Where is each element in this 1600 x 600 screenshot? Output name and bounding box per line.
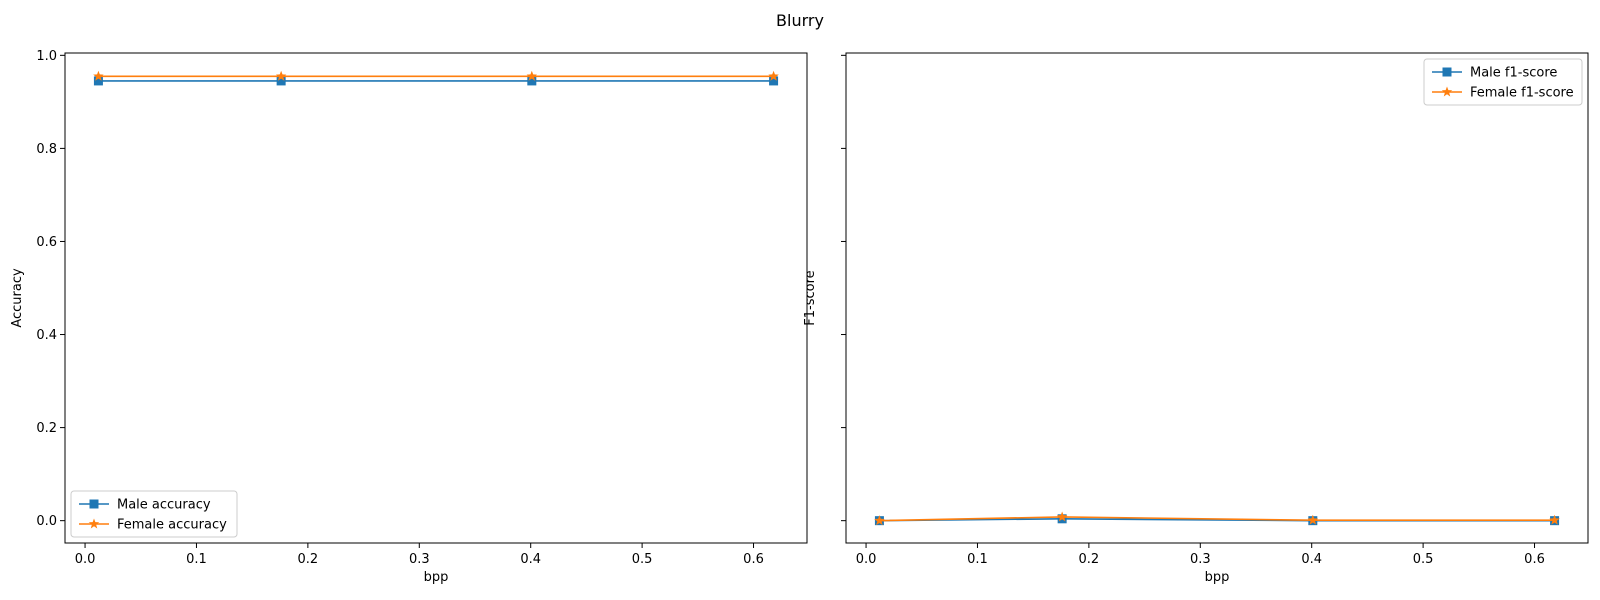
- chart-panel-f1-score: 0.0 0.1 0.2 0.3 0.4 0.5 0.6 bpp F1-score Male f1-…: [803, 52, 1589, 585]
- figure-suptitle: Blurry: [776, 11, 824, 30]
- legend-marker: [1441, 86, 1453, 97]
- y-tick-label: 0.0: [36, 514, 57, 529]
- data-point: [874, 515, 885, 526]
- y-tick-label: 0.4: [36, 328, 57, 343]
- y-tick-label: 0.2: [36, 421, 57, 436]
- legend-label: Male f1-score: [1470, 66, 1557, 81]
- x-tick-label: 0.2: [1079, 552, 1100, 567]
- x-tick-label: 0.0: [75, 552, 96, 567]
- plot-frame: [845, 52, 1589, 544]
- x-tick-label: 0.1: [967, 552, 988, 567]
- legend-box: [1423, 58, 1583, 106]
- data-point: [93, 76, 103, 86]
- x-tick-label: 0.0: [856, 552, 877, 567]
- chart-panel-accuracy: 0.0 0.1 0.2 0.3 0.4 0.5 0.6 0.0 0.2 0.4 0.6 0.8 1.0 b…: [10, 49, 808, 585]
- y-axis-label: Accuracy: [10, 268, 25, 328]
- legend-label: Female f1-score: [1470, 86, 1574, 101]
- y-axis-label: F1-score: [803, 270, 818, 325]
- x-tick-label: 0.6: [1524, 552, 1545, 567]
- legend-label: Male accuracy: [117, 498, 211, 513]
- legend-marker: [89, 499, 99, 509]
- series-line: [879, 516, 1555, 522]
- plot-frame: [64, 52, 808, 544]
- legend-marker: [88, 518, 100, 529]
- x-tick-label: 0.1: [186, 552, 207, 567]
- legend-marker: [1442, 67, 1452, 77]
- x-tick-label: 0.3: [1190, 552, 1211, 567]
- x-tick-label: 0.6: [743, 552, 764, 567]
- data-point: [276, 76, 286, 86]
- data-point: [1307, 514, 1319, 525]
- data-point: [527, 76, 537, 86]
- data-point: [1549, 514, 1560, 525]
- legend: Male accuracy Female accuracy: [70, 490, 238, 538]
- x-tick-label: 0.5: [1413, 552, 1434, 567]
- data-point: [768, 70, 779, 81]
- x-axis-label: bpp: [1205, 570, 1230, 585]
- x-axis-label: bpp: [424, 570, 449, 585]
- y-tick-label: 0.6: [36, 235, 57, 250]
- x-tick-label: 0.2: [298, 552, 319, 567]
- y-tick-label: 1.0: [36, 49, 57, 64]
- x-tick-label: 0.4: [1301, 552, 1322, 567]
- data-point: [1056, 511, 1068, 522]
- x-tick-label: 0.4: [520, 552, 541, 567]
- x-tick-label: 0.3: [409, 552, 430, 567]
- legend-box: [70, 490, 238, 538]
- data-point: [769, 76, 779, 86]
- legend-label: Female accuracy: [117, 518, 227, 533]
- data-point: [93, 70, 104, 81]
- legend: Male f1-score Female f1-score: [1423, 58, 1583, 106]
- data-point: [275, 70, 287, 81]
- data-point: [526, 70, 538, 81]
- x-tick-label: 0.5: [632, 552, 653, 567]
- y-tick-label: 0.8: [36, 142, 57, 157]
